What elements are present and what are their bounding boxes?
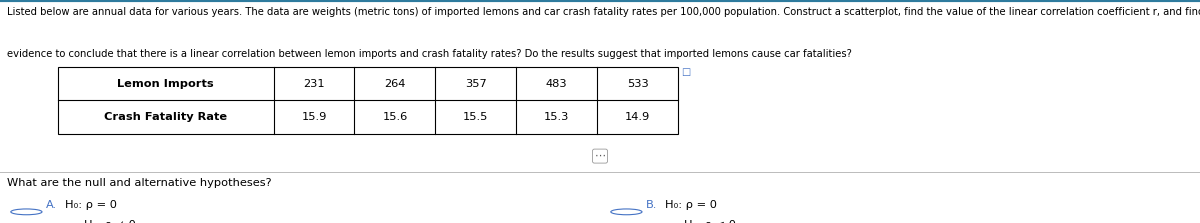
Text: □: □ bbox=[682, 67, 691, 77]
Text: B.: B. bbox=[646, 200, 656, 210]
Text: H₀: ρ = 0: H₀: ρ = 0 bbox=[665, 200, 716, 210]
Text: 357: 357 bbox=[464, 79, 487, 89]
Text: evidence to conclude that there is a linear correlation between lemon imports an: evidence to conclude that there is a lin… bbox=[7, 49, 852, 59]
Text: H₁: ρ ≠ 0: H₁: ρ ≠ 0 bbox=[84, 220, 136, 223]
Text: 483: 483 bbox=[546, 79, 568, 89]
Text: 14.9: 14.9 bbox=[625, 112, 650, 122]
Text: What are the null and alternative hypotheses?: What are the null and alternative hypoth… bbox=[7, 178, 272, 188]
Text: 533: 533 bbox=[626, 79, 648, 89]
Text: 231: 231 bbox=[304, 79, 325, 89]
Text: Lemon Imports: Lemon Imports bbox=[118, 79, 214, 89]
Text: Crash Fatality Rate: Crash Fatality Rate bbox=[104, 112, 227, 122]
Text: 15.5: 15.5 bbox=[463, 112, 488, 122]
Text: 15.6: 15.6 bbox=[383, 112, 408, 122]
Text: Listed below are annual data for various years. The data are weights (metric ton: Listed below are annual data for various… bbox=[7, 7, 1200, 17]
Text: 264: 264 bbox=[384, 79, 406, 89]
Text: A.: A. bbox=[46, 200, 56, 210]
Text: ⋯: ⋯ bbox=[594, 151, 606, 161]
Text: 15.3: 15.3 bbox=[544, 112, 569, 122]
Text: 15.9: 15.9 bbox=[301, 112, 326, 122]
Text: H₀: ρ = 0: H₀: ρ = 0 bbox=[65, 200, 116, 210]
Text: H₁: ρ < 0: H₁: ρ < 0 bbox=[684, 220, 736, 223]
